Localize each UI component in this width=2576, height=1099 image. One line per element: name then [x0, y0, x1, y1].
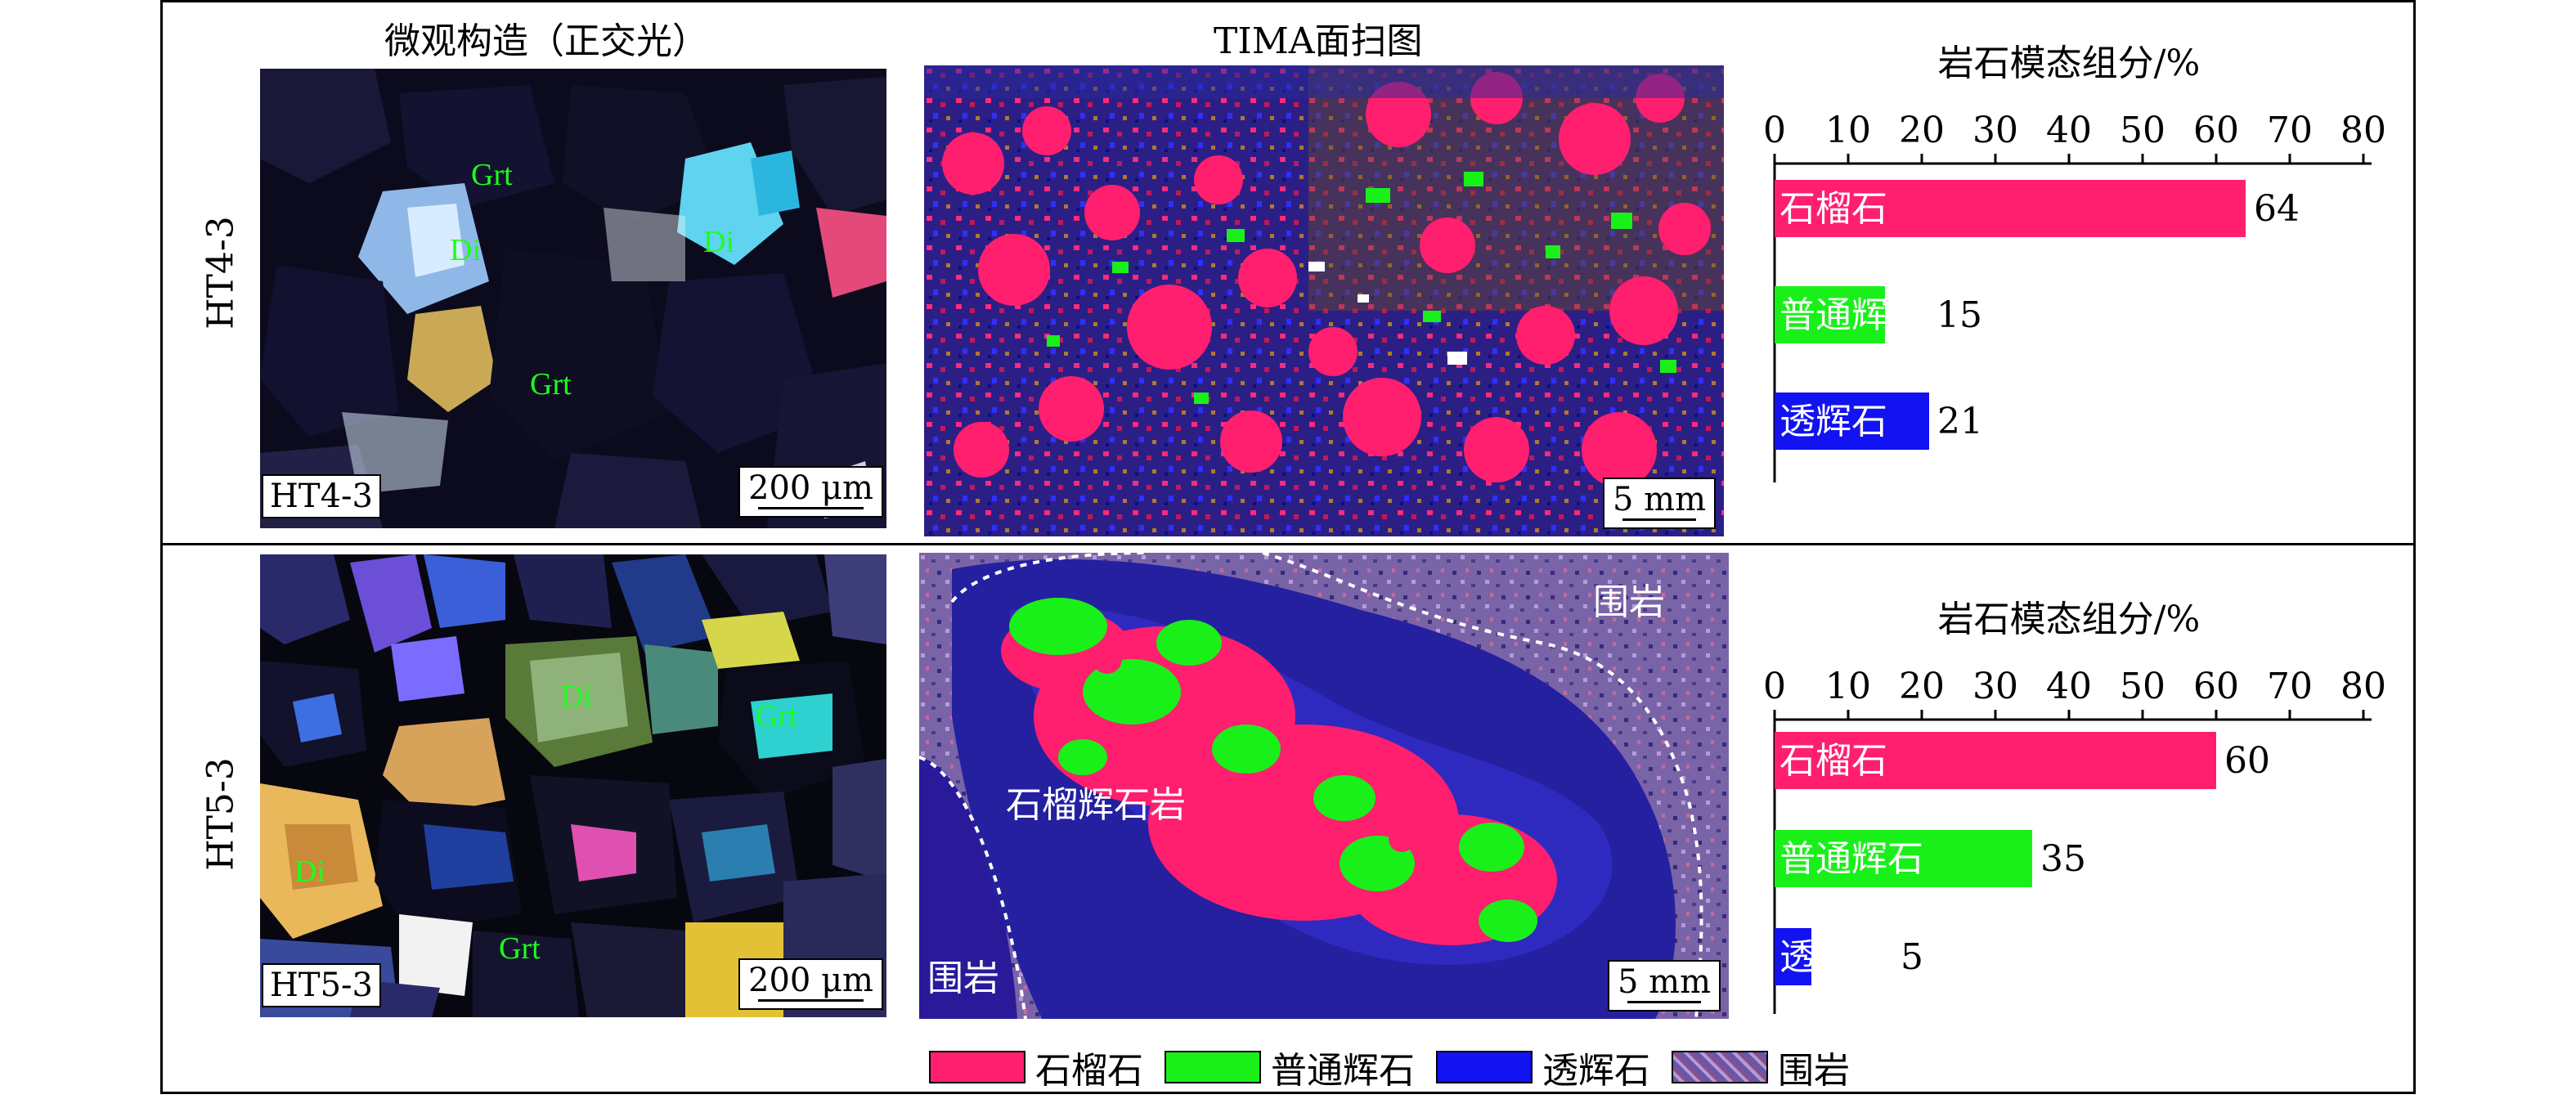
bar-category-label: 普通辉石 — [1779, 838, 1923, 880]
micrograph-texture — [260, 554, 886, 1017]
bar-category-label: 透辉石 — [1779, 401, 1887, 442]
legend-item: 普通辉石 — [1165, 1041, 1415, 1093]
header-tima: TIMA面扫图 — [1214, 20, 1423, 62]
scale-bar-label: 5 mm — [1612, 481, 1706, 518]
bar-value-label: 60 — [2224, 740, 2270, 782]
header-micro: 微观构造（正交光） — [384, 20, 708, 62]
sample-tag: HT5-3 — [262, 963, 381, 1007]
legend-item: 围岩 — [1672, 1041, 1850, 1093]
chart-title: 岩石模态组分/% — [1938, 43, 2201, 84]
legend-item: 石榴石 — [929, 1041, 1143, 1093]
micrograph-ht5-3: Di Grt Di Grt HT5-3 200 μm — [260, 554, 886, 1017]
x-tick-label: 40 — [2046, 110, 2092, 151]
legend-label: 普通辉石 — [1271, 1050, 1415, 1092]
x-tick-label: 30 — [1972, 110, 2018, 151]
bar — [1775, 286, 1885, 343]
bar-value-label: 35 — [2040, 838, 2086, 880]
bar-category-label: 石榴石 — [1779, 740, 1887, 782]
figure-frame — [160, 0, 2416, 1094]
sample-tag: HT4-3 — [262, 474, 381, 518]
legend: 石榴石 普通辉石 透辉石 围岩 — [929, 1047, 1871, 1092]
scale-bar: 200 μm — [738, 466, 883, 518]
legend-swatch — [1436, 1051, 1533, 1083]
legend-swatch — [929, 1051, 1025, 1083]
x-tick-label: 20 — [1899, 110, 1945, 151]
bar-chart-ht4-3: 岩石模态组分/% 0 10 20 30 40 50 60 70 80 石榴石 64 普通辉石 15 透辉石 2… — [1763, 43, 2386, 482]
legend-label: 石榴石 — [1035, 1050, 1143, 1092]
row-divider — [160, 543, 2416, 545]
mineral-label: Di — [561, 680, 592, 714]
mineral-label: Grt — [471, 158, 513, 192]
legend-item: 透辉石 — [1436, 1041, 1650, 1093]
bar — [1775, 732, 2216, 789]
x-tick-label: 70 — [2267, 110, 2313, 151]
x-tick-label: 30 — [1972, 666, 2018, 707]
row-label-ht5-3: HT5-3 — [200, 757, 242, 871]
bar-category-label: 石榴石 — [1779, 188, 1887, 230]
scale-bar: 5 mm — [1607, 960, 1721, 1012]
x-tick-label: 80 — [2340, 110, 2386, 151]
scale-bar-line — [1622, 518, 1696, 521]
x-tick-label: 50 — [2120, 666, 2165, 707]
tima-map-ht5-3: 围岩 石榴辉石岩 围岩 5 mm — [919, 553, 1729, 1019]
x-tick-label: 60 — [2193, 110, 2239, 151]
bar — [1775, 180, 2246, 237]
bar-value-label: 5 — [1901, 936, 1923, 978]
scale-bar-line — [758, 507, 864, 509]
bar-chart-ht5-3: 岩石模态组分/% 0 10 20 30 40 50 60 70 80 石榴石 60 普通辉石 35 透辉石 5 — [1763, 599, 2386, 1014]
scale-bar-label: 5 mm — [1617, 963, 1711, 1001]
x-tick-label: 20 — [1899, 666, 1945, 707]
micrograph-ht4-3: Grt Di Di Grt HT4-3 200 μm — [260, 69, 886, 528]
bar-value-label: 64 — [2254, 188, 2300, 230]
scale-bar-label: 200 μm — [748, 962, 873, 999]
x-tick-label: 50 — [2120, 110, 2165, 151]
mineral-label: Di — [294, 855, 325, 889]
bar — [1775, 928, 1811, 985]
bar-category-label: 透辉石 — [1779, 936, 1887, 978]
chart-title: 岩石模态组分/% — [1938, 599, 2201, 640]
mineral-label: Di — [703, 225, 734, 259]
map-label: 围岩 — [1593, 581, 1665, 623]
map-label: 石榴辉石岩 — [1006, 784, 1186, 826]
bar — [1775, 830, 2032, 887]
mineral-label: Grt — [530, 367, 572, 401]
x-tick-label: 0 — [1763, 666, 1786, 707]
row-label-ht4-3: HT4-3 — [200, 216, 242, 330]
x-tick-label: 60 — [2193, 666, 2239, 707]
mineral-label: Grt — [756, 699, 797, 733]
x-tick-label: 40 — [2046, 666, 2092, 707]
bar-value-label: 15 — [1936, 294, 1982, 336]
mineral-label: Grt — [499, 931, 541, 966]
bar — [1775, 392, 1929, 450]
tima-map-texture — [924, 65, 1724, 536]
micrograph-texture — [260, 69, 886, 528]
map-label: 围岩 — [927, 958, 999, 999]
scale-bar-label: 200 μm — [748, 469, 873, 507]
scale-bar-line — [1627, 1001, 1701, 1003]
x-tick-label: 80 — [2340, 666, 2386, 707]
mineral-label: Di — [450, 233, 481, 267]
x-tick-label: 10 — [1825, 110, 1871, 151]
scale-bar-line — [758, 999, 864, 1002]
x-tick-label: 70 — [2267, 666, 2313, 707]
tima-map-texture — [919, 553, 1729, 1019]
bar-category-label: 普通辉石 — [1779, 294, 1923, 336]
x-tick-label: 10 — [1825, 666, 1871, 707]
legend-swatch — [1672, 1051, 1768, 1083]
bar-value-label: 21 — [1937, 401, 1983, 442]
legend-swatch — [1165, 1051, 1261, 1083]
scale-bar: 200 μm — [738, 958, 883, 1010]
x-tick-label: 0 — [1763, 110, 1786, 151]
tima-map-ht4-3: 5 mm — [924, 65, 1724, 536]
scale-bar: 5 mm — [1602, 478, 1716, 529]
legend-label: 透辉石 — [1542, 1050, 1650, 1092]
legend-label: 围岩 — [1778, 1050, 1850, 1092]
